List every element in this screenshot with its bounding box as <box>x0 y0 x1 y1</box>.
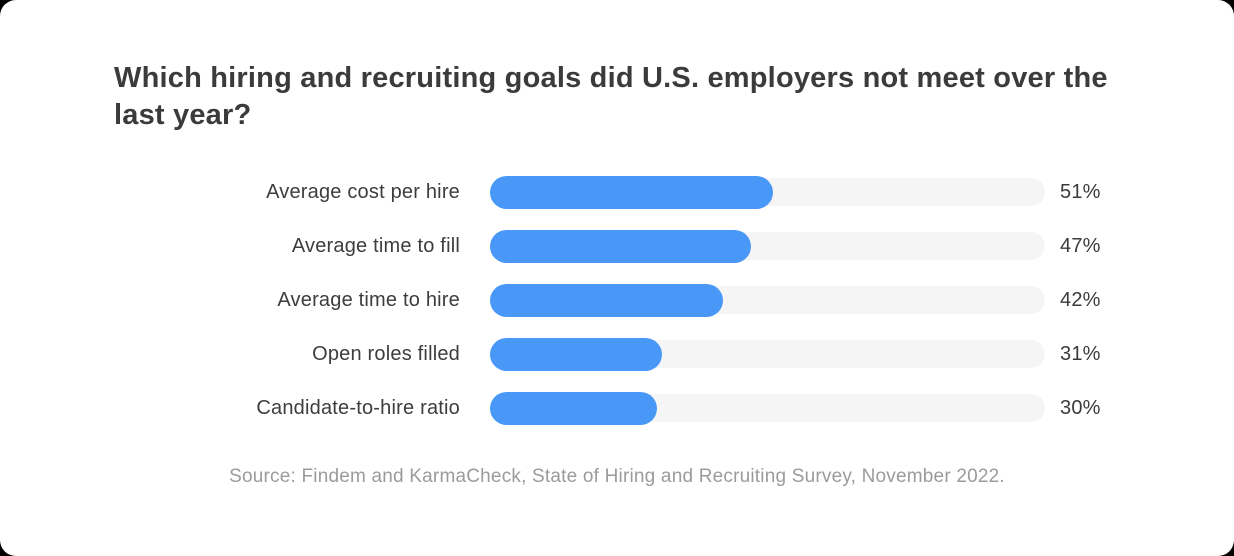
bar-track-wrap <box>490 229 1045 263</box>
bar-chart: Average cost per hire 51% Average time to … <box>0 165 1234 435</box>
bar-track-wrap <box>490 391 1045 425</box>
source-caption: Source: Findem and KarmaCheck, State of … <box>229 466 1005 488</box>
chart-row: Average time to fill 47% <box>0 219 1234 273</box>
bar-track-wrap <box>490 283 1045 317</box>
chart-row: Average time to hire 42% <box>0 273 1234 327</box>
bar-fill <box>490 175 774 209</box>
bar-category-label: Average time to hire <box>277 288 460 311</box>
bar-value-label: 30% <box>1060 396 1101 419</box>
bar-category-label: Average time to fill <box>291 234 460 257</box>
chart-row: Average cost per hire 51% <box>0 165 1234 219</box>
bar-fill <box>490 229 751 263</box>
bar-category-label: Open roles filled <box>312 342 460 365</box>
bar-value-label: 51% <box>1060 180 1101 203</box>
bar-category-label: Candidate-to-hire ratio <box>256 396 460 419</box>
bar-track-wrap <box>490 175 1045 209</box>
bar-fill <box>490 283 724 317</box>
bar-track-wrap <box>490 337 1045 371</box>
bar-fill <box>490 391 657 425</box>
bar-value-label: 31% <box>1060 342 1101 365</box>
chart-title: Which hiring and recruiting goals did U.… <box>114 62 1108 131</box>
chart-row: Candidate-to-hire ratio 30% <box>0 381 1234 435</box>
bar-fill <box>490 337 663 371</box>
bar-value-label: 47% <box>1060 234 1101 257</box>
bar-value-label: 42% <box>1060 288 1101 311</box>
chart-row: Open roles filled 31% <box>0 327 1234 381</box>
bar-category-label: Average cost per hire <box>266 180 460 203</box>
